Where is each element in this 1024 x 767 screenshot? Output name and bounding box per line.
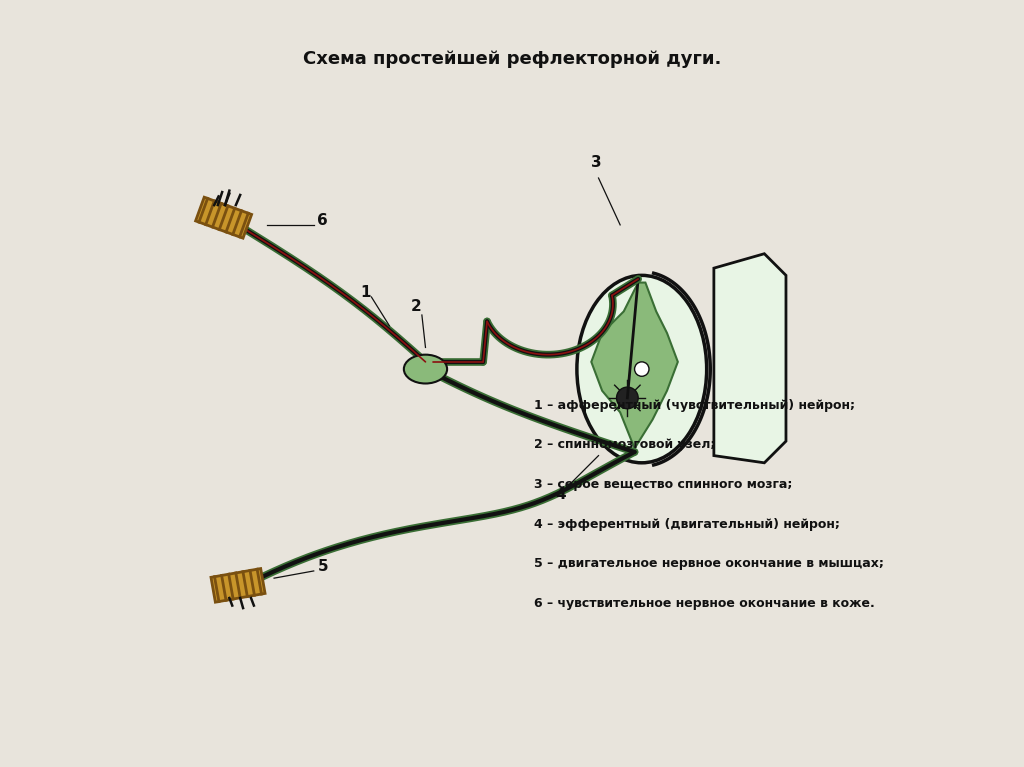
Text: 2: 2 (411, 299, 422, 314)
Text: 6: 6 (317, 213, 328, 228)
Text: 4 – эфферентный (двигательный) нейрон;: 4 – эфферентный (двигательный) нейрон; (534, 518, 840, 531)
Circle shape (635, 362, 649, 377)
Polygon shape (714, 254, 786, 463)
Text: 1 – афферентный (чувствительный) нейрон;: 1 – афферентный (чувствительный) нейрон; (534, 399, 855, 412)
Text: 3: 3 (591, 155, 602, 170)
Ellipse shape (577, 275, 707, 463)
Text: 1: 1 (360, 285, 371, 300)
Text: 5: 5 (317, 559, 328, 574)
Bar (196, 197, 252, 239)
Polygon shape (591, 282, 678, 449)
Circle shape (616, 387, 638, 409)
Text: 2 – спинномозговой узел;: 2 – спинномозговой узел; (534, 438, 715, 451)
Text: 3 – серое вещество спинного мозга;: 3 – серое вещество спинного мозга; (534, 478, 792, 491)
Text: 4: 4 (555, 487, 566, 502)
Ellipse shape (403, 354, 447, 384)
Bar (211, 568, 265, 602)
Text: Схема простейшей рефлекторной дуги.: Схема простейшей рефлекторной дуги. (303, 50, 721, 68)
Text: 5 – двигательное нервное окончание в мышцах;: 5 – двигательное нервное окончание в мыш… (534, 558, 884, 570)
Text: 6 – чувствительное нервное окончание в коже.: 6 – чувствительное нервное окончание в к… (534, 597, 874, 610)
